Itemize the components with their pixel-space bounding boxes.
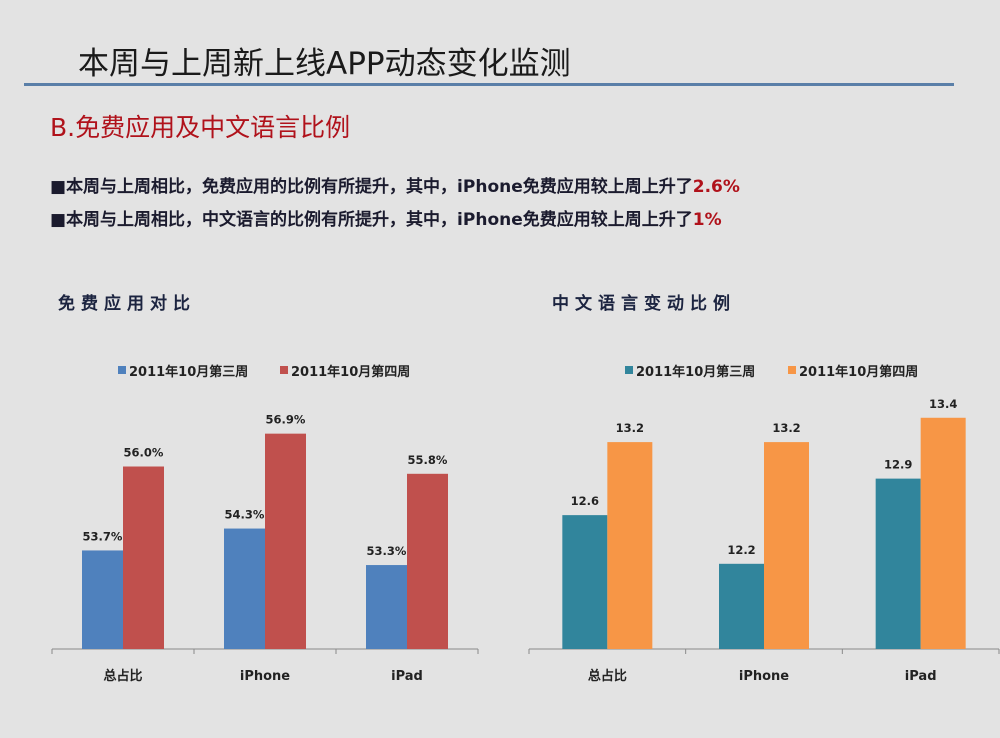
bar-week3 <box>719 563 764 649</box>
data-label: 55.8% <box>408 453 448 467</box>
bullet-highlight: 1% <box>692 210 722 230</box>
legend-swatch <box>280 366 288 374</box>
data-label: 12.2 <box>727 543 755 557</box>
x-tick-label: 总占比 <box>588 668 627 684</box>
bar-week4 <box>764 442 809 649</box>
data-label: 56.0% <box>124 446 164 460</box>
legend-label: 2011年10月第三周 <box>636 364 755 380</box>
bar-week3 <box>562 515 608 649</box>
chart-title-chinese-language: 中文语言变动比例 <box>552 294 736 314</box>
x-tick-label: 总占比 <box>103 668 142 684</box>
chart-title-free-apps: 免费应用对比 <box>58 294 196 314</box>
data-label: 56.9% <box>266 413 306 427</box>
legend-label: 2011年10月第四周 <box>291 364 410 380</box>
bullet-highlight: 2.6% <box>692 177 740 197</box>
legend-swatch <box>625 366 633 374</box>
data-label: 12.9 <box>884 458 912 472</box>
bullet-marker-icon: ■ <box>50 177 67 197</box>
bullet-text: 本周与上周相比，中文语言的比例有所提升，其中，iPhone免费应用较上周上升了 <box>66 210 693 230</box>
section-subtitle: B.免费应用及中文语言比例 <box>50 113 351 142</box>
bar-week3 <box>875 478 921 649</box>
bar-week4 <box>607 442 653 649</box>
bullet-free-apps: ■本周与上周相比，免费应用的比例有所提升，其中，iPhone免费应用较上周上升了… <box>50 172 740 197</box>
data-label: 54.3% <box>225 508 265 522</box>
data-label: 13.2 <box>616 421 644 435</box>
legend-label: 2011年10月第四周 <box>799 364 918 380</box>
data-label: 53.3% <box>367 544 407 558</box>
bullet-chinese-language: ■本周与上周相比，中文语言的比例有所提升，其中，iPhone免费应用较上周上升了… <box>50 205 722 230</box>
data-label: 13.2 <box>772 421 800 435</box>
bullet-marker-icon: ■ <box>50 210 67 230</box>
bar-week3 <box>82 550 123 649</box>
bar-week4 <box>265 433 306 649</box>
bar-week4 <box>920 417 966 649</box>
bullet-text: 本周与上周相比，免费应用的比例有所提升，其中，iPhone免费应用较上周上升了 <box>66 177 693 197</box>
bar-week4 <box>123 466 164 649</box>
x-tick-label: iPhone <box>739 669 789 684</box>
data-label: 12.6 <box>571 494 599 508</box>
data-label: 53.7% <box>83 529 123 543</box>
bar-week4 <box>407 473 448 649</box>
legend-swatch <box>118 366 126 374</box>
legend-label: 2011年10月第三周 <box>129 364 248 380</box>
data-label: 13.4 <box>929 397 957 411</box>
x-tick-label: iPhone <box>240 669 290 684</box>
legend-swatch <box>788 366 796 374</box>
title-divider <box>24 83 954 86</box>
x-tick-label: iPad <box>391 669 423 684</box>
bar-week3 <box>224 528 265 649</box>
slide-title: 本周与上周新上线APP动态变化监测 <box>78 46 571 82</box>
x-tick-label: iPad <box>905 669 937 684</box>
bar-week3 <box>366 565 407 649</box>
